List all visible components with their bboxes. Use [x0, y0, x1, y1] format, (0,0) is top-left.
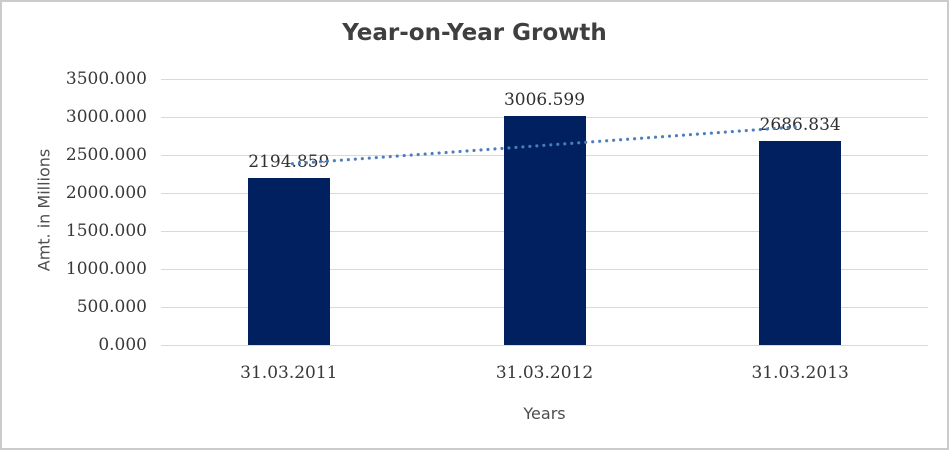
y-tick-label: 0.000 — [98, 335, 147, 355]
plot-area: 2194.8593006.5992686.834 — [161, 79, 928, 346]
y-tick-label: 2500.000 — [65, 145, 147, 165]
gridline — [161, 345, 928, 346]
bar-31.03.2013 — [759, 141, 841, 345]
chart-title: Year-on-Year Growth — [342, 20, 607, 46]
x-category-label: 31.03.2013 — [751, 363, 849, 383]
gridline — [161, 79, 928, 80]
y-tick-label: 3500.000 — [65, 69, 147, 89]
y-tick-label: 1000.000 — [65, 259, 147, 279]
bar-data-label: 3006.599 — [503, 90, 586, 110]
y-tick-label: 500.000 — [76, 297, 147, 317]
bar-31.03.2012 — [504, 116, 586, 345]
y-axis-title: Amt. in Millions — [34, 148, 54, 272]
bar-31.03.2011 — [248, 178, 330, 345]
y-tick-label: 1500.000 — [65, 221, 147, 241]
x-category-label: 31.03.2012 — [495, 363, 594, 383]
x-category-label: 31.03.2011 — [240, 363, 338, 383]
y-tick-label: 2000.000 — [65, 183, 147, 203]
y-tick-label: 3000.000 — [65, 107, 147, 127]
x-axis-title: Years — [523, 404, 566, 423]
